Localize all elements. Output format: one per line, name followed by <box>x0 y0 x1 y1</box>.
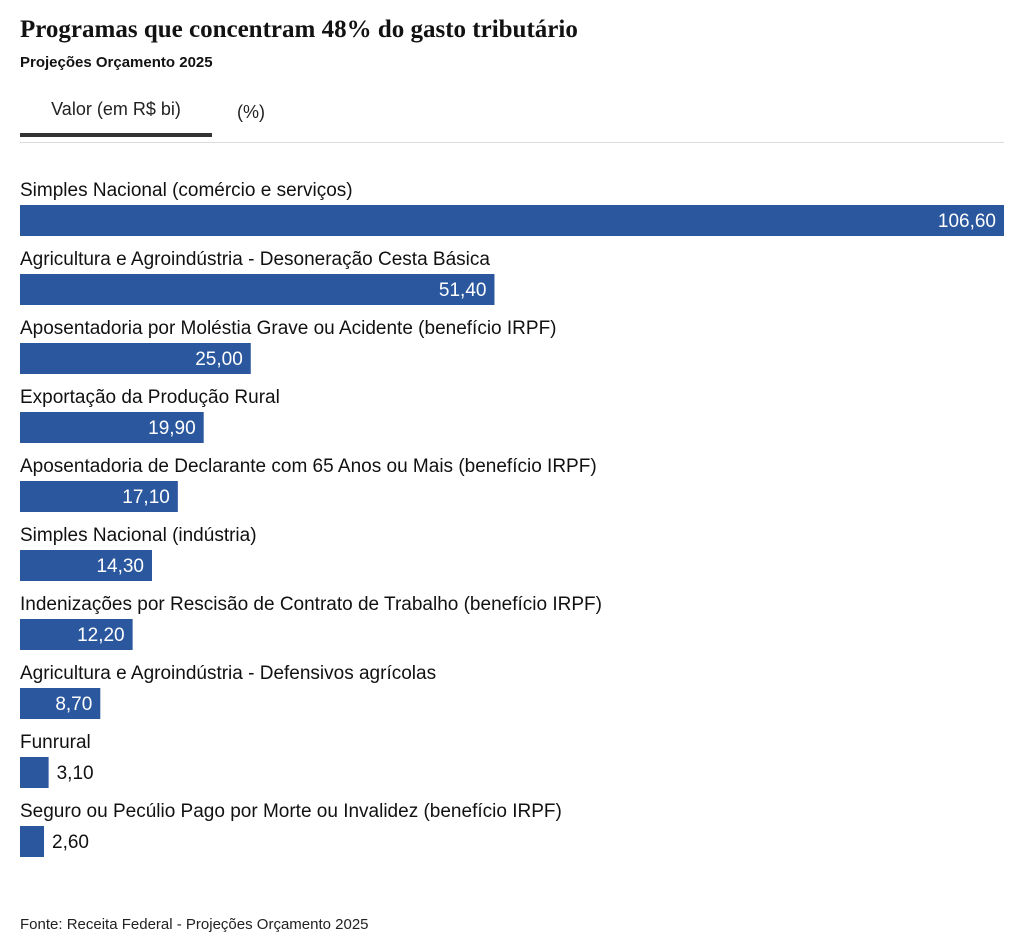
bar <box>20 205 1004 236</box>
bar <box>20 274 495 305</box>
source-note: Fonte: Receita Federal - Projeções Orçam… <box>20 916 369 933</box>
value-label: 8,70 <box>55 694 92 715</box>
value-label: 19,90 <box>148 418 196 439</box>
bar <box>20 688 101 719</box>
bar <box>20 550 152 581</box>
category-label: Seguro ou Pecúlio Pago por Morte ou Inva… <box>20 801 562 822</box>
category-label: Agricultura e Agroindústria - Desoneraçã… <box>20 249 490 270</box>
bar <box>20 481 178 512</box>
bar <box>20 757 49 788</box>
bar <box>20 619 133 650</box>
category-label: Simples Nacional (indústria) <box>20 525 257 546</box>
category-label: Exportação da Produção Rural <box>20 387 280 408</box>
tab-valor[interactable]: Valor (em R$ bi) <box>20 86 212 137</box>
value-label: 106,60 <box>938 211 996 232</box>
value-label: 3,10 <box>57 763 94 784</box>
tab-percent[interactable]: (%) <box>212 86 290 138</box>
category-label: Indenizações por Rescisão de Contrato de… <box>20 594 602 615</box>
value-label: 51,40 <box>439 280 487 301</box>
chart-title: Programas que concentram 48% do gasto tr… <box>20 16 578 43</box>
bar <box>20 412 204 443</box>
bar <box>20 826 44 857</box>
value-label: 2,60 <box>52 832 89 853</box>
bar-chart: Simples Nacional (comércio e serviços) 10… <box>20 180 1004 857</box>
category-label: Agricultura e Agroindústria - Defensivos… <box>20 663 436 684</box>
tab-bar: Valor (em R$ bi) (%) <box>20 86 1004 143</box>
category-label: Simples Nacional (comércio e serviços) <box>20 180 353 201</box>
value-label: 25,00 <box>195 349 243 370</box>
category-label: Funrural <box>20 732 91 753</box>
bar <box>20 343 251 374</box>
category-label: Aposentadoria por Moléstia Grave ou Acid… <box>20 318 557 339</box>
category-label: Aposentadoria de Declarante com 65 Anos … <box>20 456 597 477</box>
value-label: 12,20 <box>77 625 125 646</box>
value-label: 14,30 <box>96 556 144 577</box>
value-label: 17,10 <box>122 487 170 508</box>
chart-subtitle: Projeções Orçamento 2025 <box>20 54 213 71</box>
